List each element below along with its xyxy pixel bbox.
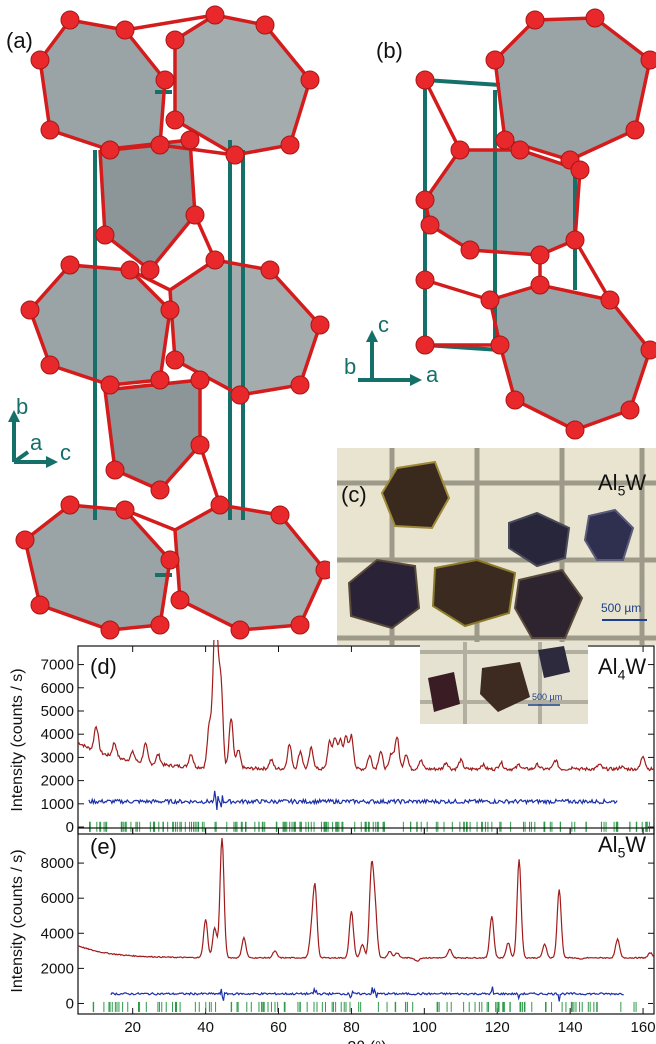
chart-e-xtick-label: 100 [412,1019,437,1036]
compound-d-main: Al [598,654,618,679]
panel-label-d: (d) [90,654,117,679]
chart-e-ytick-label: 2000 [41,960,74,977]
chart-d-ytick-label: 6000 [41,680,74,697]
axis-a-label-a: a [30,430,43,455]
axes-indicator-a [8,410,58,468]
crystal-5 [583,508,635,561]
crystal-1 [380,460,451,530]
panel-label-e: (e) [90,834,117,859]
inset-crystal-2 [480,662,530,712]
chart-d-ytick-label: 7000 [41,657,74,674]
compound-e-tail: W [625,832,647,857]
inset-crystal-1 [428,672,460,712]
chart-e-xtick-label: 80 [343,1019,360,1036]
compound-label-e: Al5W [598,832,646,860]
panel-label-c: (c) [341,482,367,507]
compound-d-sub: 4 [617,666,626,683]
chart-e-ylabel: Intensity (counts / s) [9,849,26,992]
compound-c-tail: W [625,470,647,495]
chart-d: 0 1000 2000 3000 4000 5000 6000 7000 Intensity (… [9,640,655,836]
panel-label-b: (b) [376,38,403,63]
axis-a-label-c: c [60,440,71,465]
structure-b-polyhedra [424,17,651,431]
structure-b-image: c b a [344,8,656,440]
chart-e: 0 2000 4000 6000 8000 Intensity (counts / s) 2… [9,827,656,1044]
chart-e-xtick-label: 140 [558,1019,583,1036]
chart-d-ytick-label: 1000 [41,796,74,813]
crystal-photo-d-inset: 500 µm [420,642,588,724]
structure-a-unit-cell [93,90,245,577]
chart-e-ytick-label: 4000 [41,925,74,942]
structure-a-image: b a c [8,5,330,640]
chart-e-difference-curve [110,986,624,1002]
axis-b-label-a: a [426,362,439,387]
compound-e-main: Al [598,832,618,857]
compound-d-tail: W [625,654,647,679]
chart-e-xlabel: 2θ (°) [347,1039,386,1044]
chart-e-ytick-label: 6000 [41,890,74,907]
compound-label-d: Al4W [598,654,646,682]
structure-b-atoms [415,8,656,440]
chart-d-ytick-label: 0 [66,819,74,836]
compound-c-sub: 5 [617,482,626,499]
chart-d-observed-curve [77,640,655,772]
chart-d-ytick-label: 3000 [41,749,74,766]
axis-b-label-c: c [378,312,389,337]
chart-d-ytick-label: 4000 [41,726,74,743]
chart-d-frame [77,645,655,835]
crystal-3 [431,558,517,628]
inset-crystal-3 [538,646,570,678]
chart-d-ylabel: Intensity (counts / s) [9,668,26,811]
crystal-6 [513,568,584,639]
compound-e-sub: 5 [617,844,626,861]
scalebar-d-text: 500 µm [532,692,562,702]
chart-e-ytick-label: 0 [66,995,74,1012]
axes-indicator-b [358,330,422,386]
chart-d-difference-curve [88,790,618,811]
scalebar-c-text: 500 µm [601,601,641,615]
chart-d-ytick-label: 2000 [41,773,74,790]
crystal-4 [508,511,571,568]
chart-e-xtick-label: 160 [631,1019,656,1036]
compound-label-c: Al5W [598,470,646,498]
chart-e-frame [77,827,655,1015]
panel-label-a: (a) [6,28,33,53]
chart-e-xtick-label: 40 [197,1019,214,1036]
chart-e-ytick-label: 8000 [41,855,74,872]
compound-c-main: Al [598,470,618,495]
axis-a-label-b: b [16,394,28,419]
crystal-2 [347,558,421,630]
crystal-photo-c: 500 µm [337,448,656,645]
axis-b-label-b: b [344,354,356,379]
chart-e-xtick-label: 60 [270,1019,287,1036]
structure-a-atoms [15,5,330,640]
chart-e-xtick-label: 120 [485,1019,510,1036]
chart-e-xtick-label: 20 [124,1019,141,1036]
chart-e-observed-curve [77,838,655,962]
chart-d-ytick-label: 5000 [41,703,74,720]
